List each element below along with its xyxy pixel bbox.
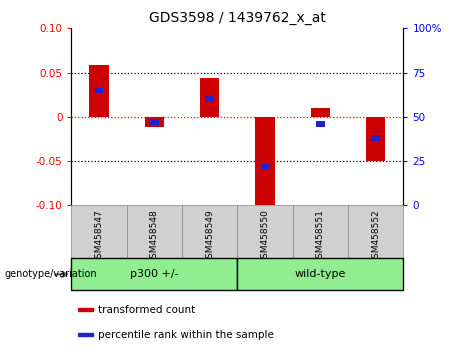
Bar [206, 97, 214, 102]
Text: GSM458550: GSM458550 [260, 210, 270, 264]
Bar [255, 117, 275, 205]
Bar [150, 120, 159, 125]
Bar [95, 88, 103, 93]
Bar [366, 117, 385, 161]
Text: wild-type: wild-type [295, 269, 346, 279]
Bar [261, 164, 269, 169]
Bar [316, 121, 325, 127]
Text: GSM458551: GSM458551 [316, 210, 325, 264]
Bar [182, 205, 237, 258]
Title: GDS3598 / 1439762_x_at: GDS3598 / 1439762_x_at [149, 11, 326, 24]
Bar [237, 258, 403, 290]
Text: genotype/variation: genotype/variation [5, 269, 97, 279]
Bar [78, 333, 93, 336]
Text: percentile rank within the sample: percentile rank within the sample [98, 330, 274, 339]
Bar [200, 78, 219, 117]
Text: GSM458547: GSM458547 [95, 210, 104, 264]
Bar [372, 135, 380, 141]
Bar [311, 108, 330, 117]
Bar [89, 65, 109, 117]
Bar [293, 205, 348, 258]
Bar [145, 117, 164, 127]
Text: GSM458549: GSM458549 [205, 210, 214, 264]
Bar [78, 308, 93, 312]
Text: GSM458548: GSM458548 [150, 210, 159, 264]
Bar [348, 205, 403, 258]
Bar [71, 258, 237, 290]
Bar [71, 205, 127, 258]
Text: p300 +/-: p300 +/- [130, 269, 179, 279]
Bar [237, 205, 293, 258]
Text: GSM458552: GSM458552 [371, 210, 380, 264]
Text: transformed count: transformed count [98, 305, 195, 315]
Bar [127, 205, 182, 258]
